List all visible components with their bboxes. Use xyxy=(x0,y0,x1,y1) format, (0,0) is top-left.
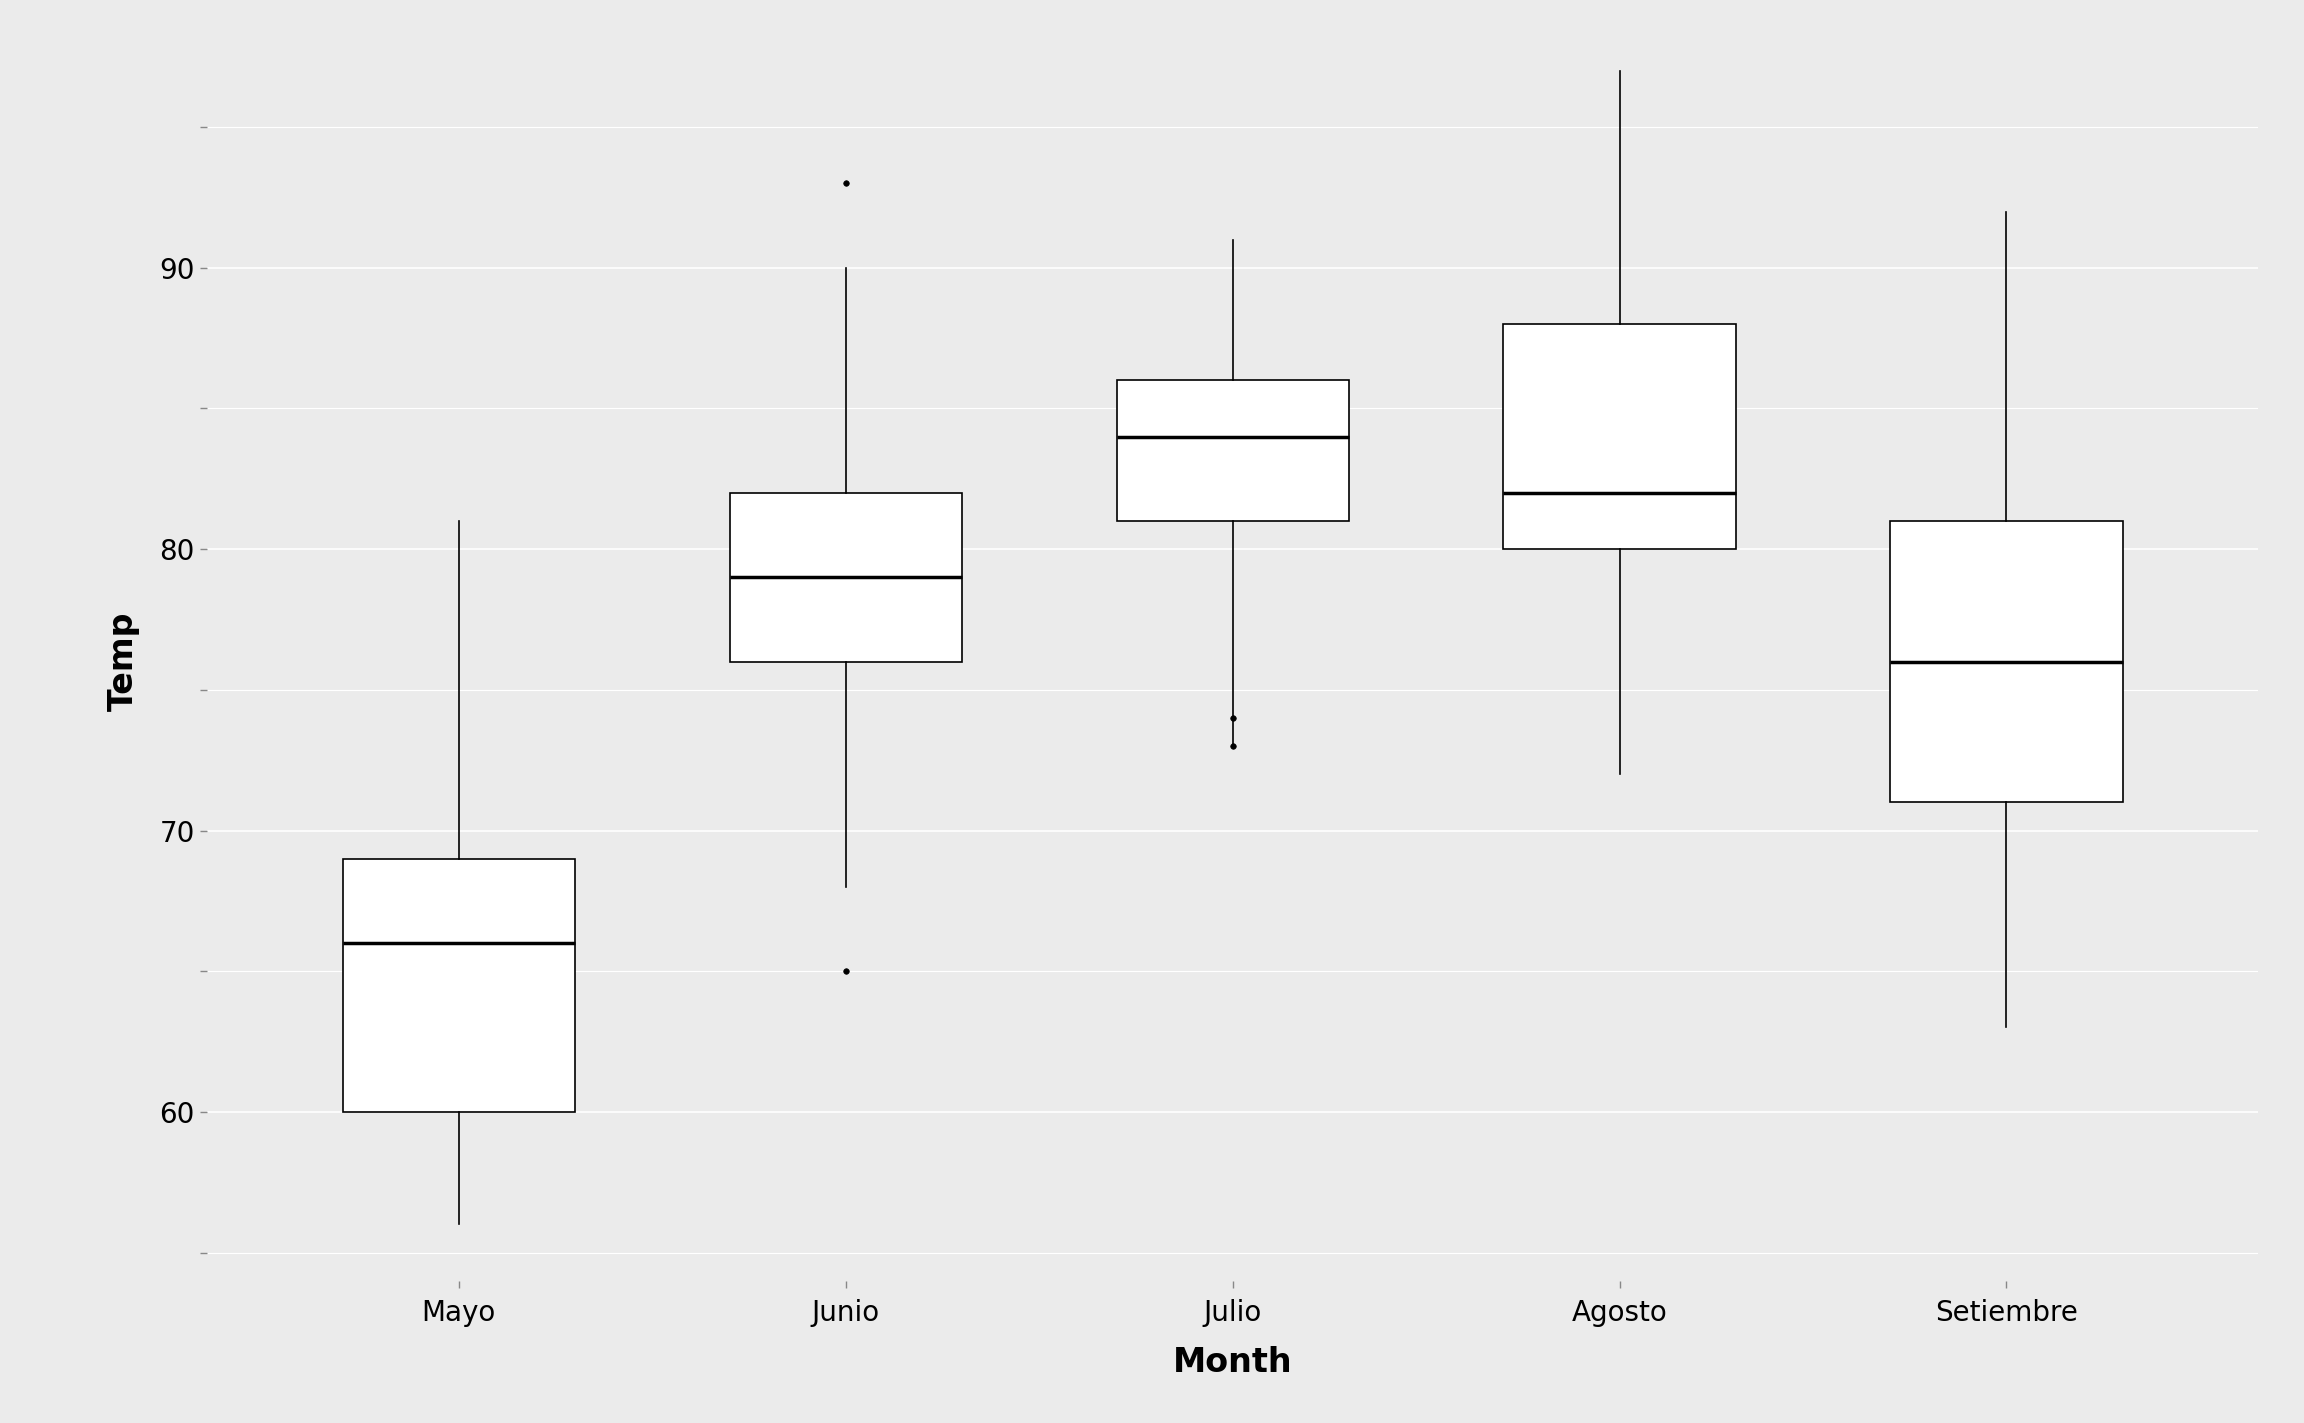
PathPatch shape xyxy=(730,492,961,662)
PathPatch shape xyxy=(1117,380,1348,521)
PathPatch shape xyxy=(1505,324,1735,549)
PathPatch shape xyxy=(1889,521,2122,803)
PathPatch shape xyxy=(343,858,576,1111)
Y-axis label: Temp: Temp xyxy=(106,612,141,712)
X-axis label: Month: Month xyxy=(1173,1346,1293,1379)
